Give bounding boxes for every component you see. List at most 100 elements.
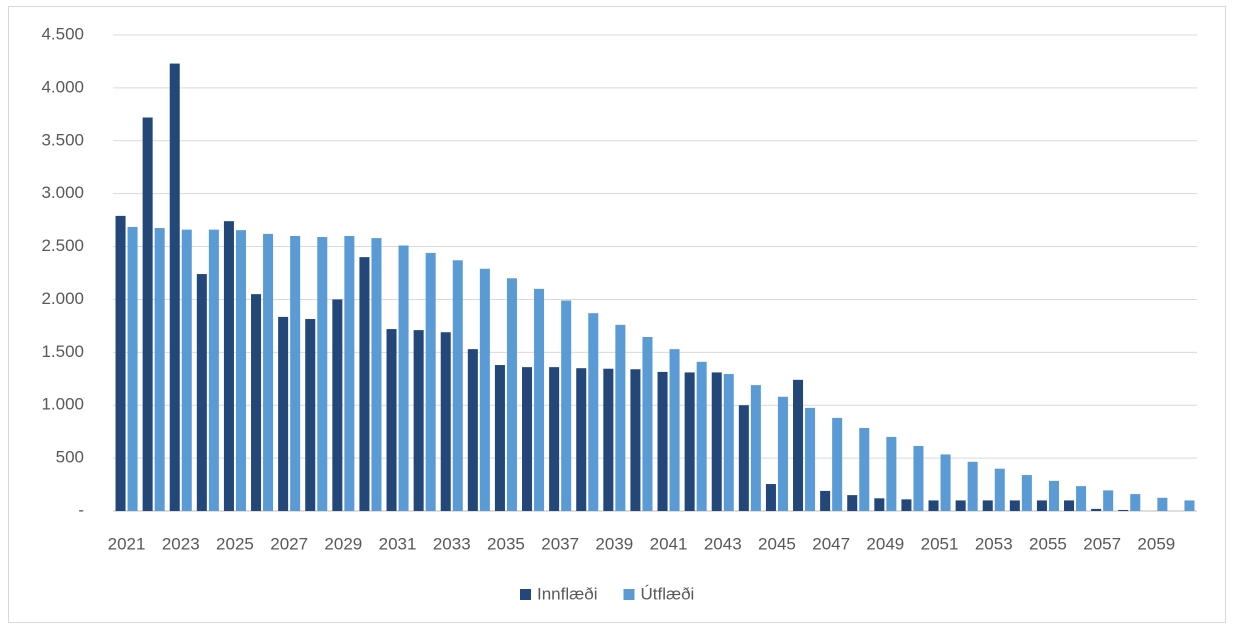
bar — [1103, 490, 1114, 511]
y-tick-label: 1.500 — [41, 342, 84, 361]
legend-swatch — [520, 589, 531, 600]
bar — [777, 396, 788, 511]
bar — [750, 385, 761, 511]
bar — [1076, 486, 1087, 511]
x-tick-label: 2055 — [1029, 534, 1067, 553]
bar — [386, 329, 397, 511]
y-tick-label: 4.500 — [41, 24, 84, 43]
bar — [982, 500, 993, 511]
bar — [398, 245, 409, 511]
bar — [859, 427, 870, 511]
bar — [452, 260, 463, 511]
x-tick-label: 2023 — [162, 534, 200, 553]
x-tick-label: 2027 — [270, 534, 308, 553]
x-tick-label: 2035 — [487, 534, 525, 553]
bar — [805, 407, 816, 511]
bar — [534, 288, 545, 511]
x-tick-label: 2021 — [108, 534, 146, 553]
bar — [615, 324, 626, 511]
x-tick-label: 2025 — [216, 534, 254, 553]
legend-label: Innflæði — [537, 584, 597, 603]
y-tick-label: - — [78, 500, 84, 519]
bar — [169, 63, 180, 512]
bar — [1021, 475, 1032, 511]
bar — [181, 229, 192, 511]
y-tick-label: 2.000 — [41, 289, 84, 308]
x-tick-label: 2045 — [758, 534, 796, 553]
bar — [576, 368, 587, 511]
bar — [127, 226, 138, 511]
bar — [305, 319, 316, 511]
bar — [1118, 509, 1129, 511]
x-tick-label: 2031 — [379, 534, 417, 553]
bar — [603, 368, 614, 511]
chart-border — [8, 6, 1226, 623]
legend-swatch — [623, 589, 635, 600]
bar — [235, 230, 246, 511]
bar — [223, 221, 234, 511]
y-tick-label: 3.500 — [41, 130, 84, 149]
bar — [874, 498, 885, 511]
bar — [371, 238, 382, 512]
bar — [344, 235, 355, 511]
bar — [1130, 494, 1141, 511]
bar — [630, 369, 641, 511]
x-tick-label: 2033 — [433, 534, 471, 553]
bar — [1009, 500, 1020, 511]
bar — [901, 499, 912, 511]
bar — [940, 454, 951, 511]
bar — [711, 372, 722, 511]
bar — [723, 374, 734, 511]
bar — [425, 252, 436, 511]
bar — [522, 367, 533, 511]
bar — [208, 229, 219, 511]
bar — [1048, 480, 1059, 511]
bar — [440, 332, 451, 511]
bar — [479, 268, 490, 511]
bar — [832, 417, 843, 511]
bar — [359, 257, 370, 511]
bar — [1036, 500, 1047, 511]
bar — [1091, 508, 1102, 511]
bar — [696, 361, 707, 511]
x-tick-label: 2053 — [975, 534, 1013, 553]
bar — [196, 274, 207, 511]
bar — [1157, 497, 1168, 511]
bar — [738, 405, 749, 511]
bar — [506, 278, 517, 511]
x-tick-label: 2047 — [812, 534, 850, 553]
y-tick-label: 1.000 — [41, 395, 84, 414]
bar — [967, 461, 978, 511]
bar — [413, 330, 424, 511]
bar — [467, 349, 478, 511]
x-tick-label: 2049 — [866, 534, 904, 553]
bar — [955, 500, 966, 511]
bar — [657, 371, 668, 511]
bar — [317, 237, 328, 511]
bar — [115, 215, 126, 511]
bar — [290, 235, 301, 511]
bar — [549, 367, 560, 511]
bar — [263, 233, 274, 511]
bar — [1184, 500, 1195, 511]
bar — [669, 349, 680, 511]
bar — [847, 495, 858, 511]
bar — [561, 300, 572, 511]
bar — [251, 294, 262, 511]
x-tick-label: 2041 — [650, 534, 688, 553]
bar — [154, 228, 165, 512]
bar — [928, 500, 939, 511]
x-tick-label: 2039 — [595, 534, 633, 553]
bar — [332, 299, 343, 511]
bar — [1064, 500, 1075, 511]
x-tick-label: 2037 — [541, 534, 579, 553]
bar — [913, 445, 924, 511]
x-tick-label: 2029 — [324, 534, 362, 553]
bar — [588, 313, 599, 511]
y-tick-label: 2.500 — [41, 236, 84, 255]
y-tick-label: 4.000 — [41, 77, 84, 96]
bar — [684, 372, 695, 511]
bar — [886, 436, 897, 511]
legend-label: Útflæði — [640, 584, 694, 603]
